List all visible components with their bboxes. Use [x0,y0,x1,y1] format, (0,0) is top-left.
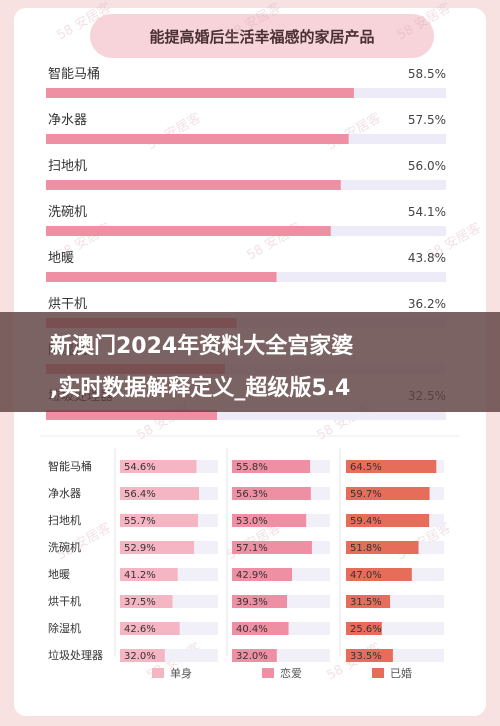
bar-value-label: 32.0% [124,651,156,662]
bar [346,460,437,473]
bar-value-label: 47.0% [350,570,382,581]
bar [46,180,341,190]
bar [120,622,180,635]
bar [120,649,165,662]
bar [232,541,312,554]
bar [232,649,277,662]
bar [120,460,197,473]
group-category-label: 除湿机 [48,621,81,635]
bar-value-label: 53.0% [236,516,268,527]
watermark-text: 58 安居客 [144,110,204,154]
bar-value-label: 54.6% [124,462,156,473]
bar [46,134,349,144]
watermark-text: 58 安居客 [324,110,384,154]
bar-category-label: 净水器 [48,113,87,128]
bar-value-label: 25.6% [350,624,382,635]
bar-value-label: 64.5% [350,462,382,473]
bar [232,595,288,608]
bar-value-label: 55.8% [236,462,268,473]
chart-title: 能提高婚后生活幸福感的家居产品 [90,14,434,58]
bar [120,514,198,527]
legend-swatch [152,668,164,678]
group-category-label: 烘干机 [48,594,81,608]
legend-label: 单身 [170,666,192,680]
bar-value-label: 37.5% [124,597,156,608]
bar [232,514,307,527]
bar-value-label: 42.9% [236,570,268,581]
bar [232,622,289,635]
bar-value-label: 56.0% [408,159,446,173]
bar-value-label: 51.8% [350,543,382,554]
bar-value-label: 36.2% [408,297,446,311]
banner-line-1: 新澳门2024年资料大全宫家婆 [50,334,354,359]
bar [120,487,199,500]
bar-category-label: 扫地机 [48,159,87,174]
bar-value-label: 52.9% [124,543,156,554]
bar-value-label: 39.3% [236,597,268,608]
bar [120,541,195,554]
bar-value-label: 58.5% [408,67,446,81]
group-category-label: 扫地机 [48,513,81,527]
legend-swatch [372,668,384,678]
banner-line-2: ,实时数据解释定义_超级版5.4 [50,376,351,401]
bar-value-label: 43.8% [408,251,446,265]
bar [346,568,412,581]
bar-value-label: 56.4% [124,489,156,500]
bar [46,272,277,282]
bar [120,568,178,581]
bar-value-label: 59.7% [350,489,382,500]
bar-value-label: 57.5% [408,113,446,127]
bar-value-label: 54.1% [408,205,446,219]
bar-value-label: 31.5% [350,597,382,608]
bar-value-label: 57.1% [236,543,268,554]
group-category-label: 洗碗机 [48,540,81,554]
bar [232,568,293,581]
bar [232,460,311,473]
bar [46,410,218,420]
bar-value-label: 40.4% [236,624,268,635]
bar [346,541,419,554]
bar [346,487,430,500]
legend-label: 恋爱 [280,666,302,680]
bar-category-label: 智能马桶 [48,67,100,82]
bar-category-label: 烘干机 [48,297,87,312]
bar [46,226,331,236]
group-category-label: 智能马桶 [48,459,92,473]
legend-label: 已婚 [390,666,412,680]
bar-value-label: 42.6% [124,624,156,635]
bar-value-label: 32.0% [236,651,268,662]
bar [346,514,430,527]
watermark-text: 58 安居客 [54,0,114,43]
watermark-text: 58 安居客 [224,0,284,43]
group-category-label: 地暖 [48,568,70,581]
group-category-label: 垃圾处理器 [48,648,103,662]
bar [232,487,311,500]
bar-category-label: 地暖 [48,251,74,266]
watermark-text: 58 安居客 [394,0,454,43]
bar-value-label: 56.3% [236,489,268,500]
bar-value-label: 33.5% [350,651,382,662]
bar-value-label: 41.2% [124,570,156,581]
bar [346,622,382,635]
bar-track [46,410,446,420]
bar [120,595,173,608]
bar [346,595,391,608]
bar [46,88,354,98]
overlay-banner: 新澳门2024年资料大全宫家婆 ,实时数据解释定义_超级版5.4 [0,312,500,412]
bar-value-label: 55.7% [124,516,156,527]
bar-value-label: 59.4% [350,516,382,527]
group-category-label: 净水器 [48,486,81,500]
bar-category-label: 洗碗机 [48,204,87,220]
bar [346,649,393,662]
legend-swatch [262,668,274,678]
